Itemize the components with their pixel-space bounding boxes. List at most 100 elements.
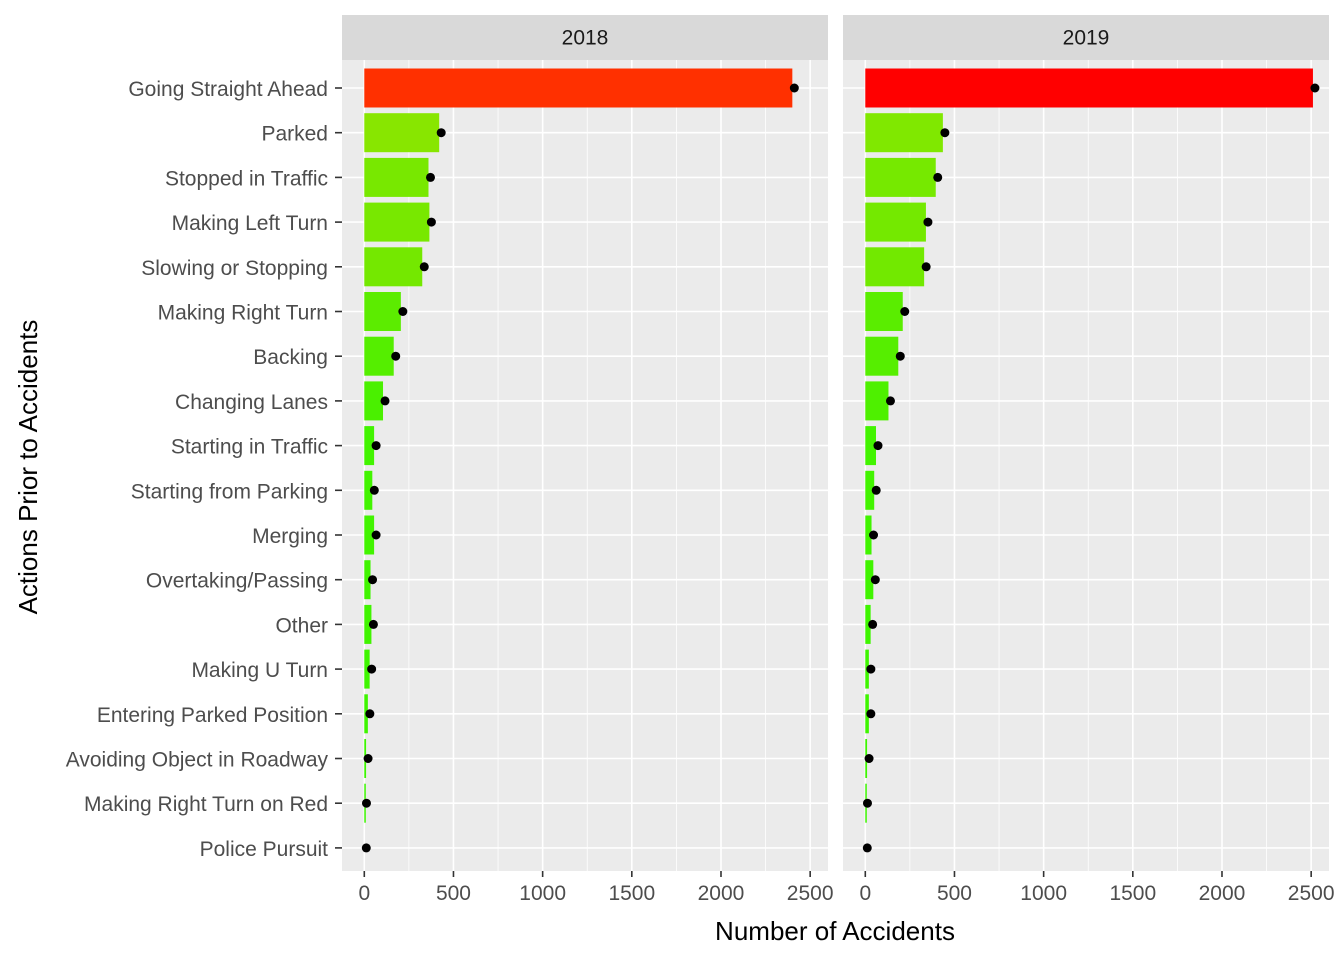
bar (364, 292, 401, 331)
bar (364, 157, 429, 197)
data-point (870, 575, 880, 585)
x-tick-label: 2500 (787, 882, 834, 905)
x-tick-label: 2000 (698, 882, 745, 905)
bar (865, 604, 871, 644)
data-point (367, 664, 377, 674)
data-point (368, 619, 378, 629)
bar (364, 470, 373, 510)
y-tick-label: Making Right Turn (158, 302, 328, 325)
facet-strip (843, 15, 1329, 60)
data-point (1310, 83, 1320, 93)
x-tick-label: 2000 (1199, 882, 1246, 905)
data-point (371, 530, 381, 540)
facet-strip-label: 2019 (1063, 27, 1110, 50)
bar (364, 68, 793, 108)
y-tick-label: Going Straight Ahead (128, 78, 328, 101)
bar (865, 515, 872, 555)
bar (865, 68, 1313, 108)
y-axis-title: Actions Prior to Accidents (13, 320, 43, 615)
bar (865, 426, 876, 466)
data-point (933, 172, 943, 182)
data-point (866, 664, 876, 674)
data-point (864, 754, 874, 763)
y-tick-label: Other (275, 614, 328, 637)
y-tick-label: Starting in Traffic (171, 436, 328, 459)
data-point (862, 798, 872, 808)
x-tick-label: 1500 (608, 882, 655, 905)
data-point (436, 128, 446, 138)
x-tick-label: 1000 (1020, 882, 1067, 905)
y-tick-label: Making Left Turn (172, 212, 328, 235)
data-point (940, 128, 950, 138)
bar (865, 381, 889, 421)
data-point (363, 754, 373, 763)
x-tick-label: 500 (436, 882, 471, 905)
panel-2018: 2018 0 500 1000 1500 2000 2500 (342, 15, 834, 905)
data-point (895, 351, 905, 361)
bar (364, 113, 440, 153)
bar (865, 202, 926, 242)
data-point (419, 262, 429, 272)
data-point (923, 217, 933, 227)
x-tick-label: 2500 (1288, 882, 1335, 905)
data-point (869, 530, 879, 540)
data-point (921, 262, 931, 272)
data-point (885, 396, 895, 406)
x-axis-title: Number of Accidents (715, 916, 955, 946)
bar (865, 336, 899, 376)
x-tick-label: 0 (859, 882, 871, 905)
data-point (398, 307, 408, 316)
bar (865, 157, 936, 197)
x-tick-label: 0 (358, 882, 370, 905)
x-tick-label: 1000 (519, 882, 566, 905)
data-point (789, 83, 799, 93)
bar (865, 470, 875, 510)
x-tick-label: 500 (937, 882, 972, 905)
data-point (866, 709, 876, 719)
y-tick-label: Parked (261, 123, 328, 146)
data-point (426, 217, 436, 227)
bar (364, 560, 371, 600)
bar (364, 426, 375, 466)
data-point (425, 172, 435, 182)
y-tick-label: Stopped in Traffic (165, 167, 328, 190)
data-point (380, 396, 390, 406)
bar (364, 202, 430, 242)
y-tick-label: Making U Turn (191, 659, 328, 682)
y-tick-label: Overtaking/Passing (146, 570, 328, 593)
bar (865, 292, 903, 331)
data-point (862, 843, 872, 853)
bar (865, 247, 925, 287)
data-point (371, 441, 381, 451)
data-point (871, 485, 881, 495)
data-point (873, 441, 883, 451)
y-tick-label: Avoiding Object in Roadway (66, 749, 329, 772)
x-tick-label: 1500 (1109, 882, 1156, 905)
data-point (900, 307, 910, 316)
bar (364, 247, 423, 287)
y-tick-label: Starting from Parking (131, 480, 328, 503)
y-tick-label: Changing Lanes (175, 391, 328, 414)
bar (364, 649, 370, 689)
facet-strip-label: 2018 (562, 27, 609, 50)
bar (865, 560, 874, 600)
data-point (361, 798, 371, 808)
bar (364, 604, 372, 644)
data-point (368, 575, 378, 585)
y-tick-label: Merging (252, 525, 328, 548)
bar (364, 381, 384, 421)
data-point (391, 351, 401, 361)
facet-strip (342, 15, 828, 60)
panel-2019: 2019 0 500 1000 1500 2000 2500 (843, 15, 1335, 905)
data-point (361, 843, 371, 853)
y-tick-label: Making Right Turn on Red (84, 793, 328, 816)
y-tick-label: Entering Parked Position (97, 704, 328, 727)
bar (865, 113, 943, 153)
y-tick-label: Backing (253, 346, 328, 369)
data-point (365, 709, 375, 719)
data-point (868, 619, 878, 629)
y-tick-label: Slowing or Stopping (141, 257, 328, 280)
data-point (369, 485, 379, 495)
bar (364, 515, 375, 555)
